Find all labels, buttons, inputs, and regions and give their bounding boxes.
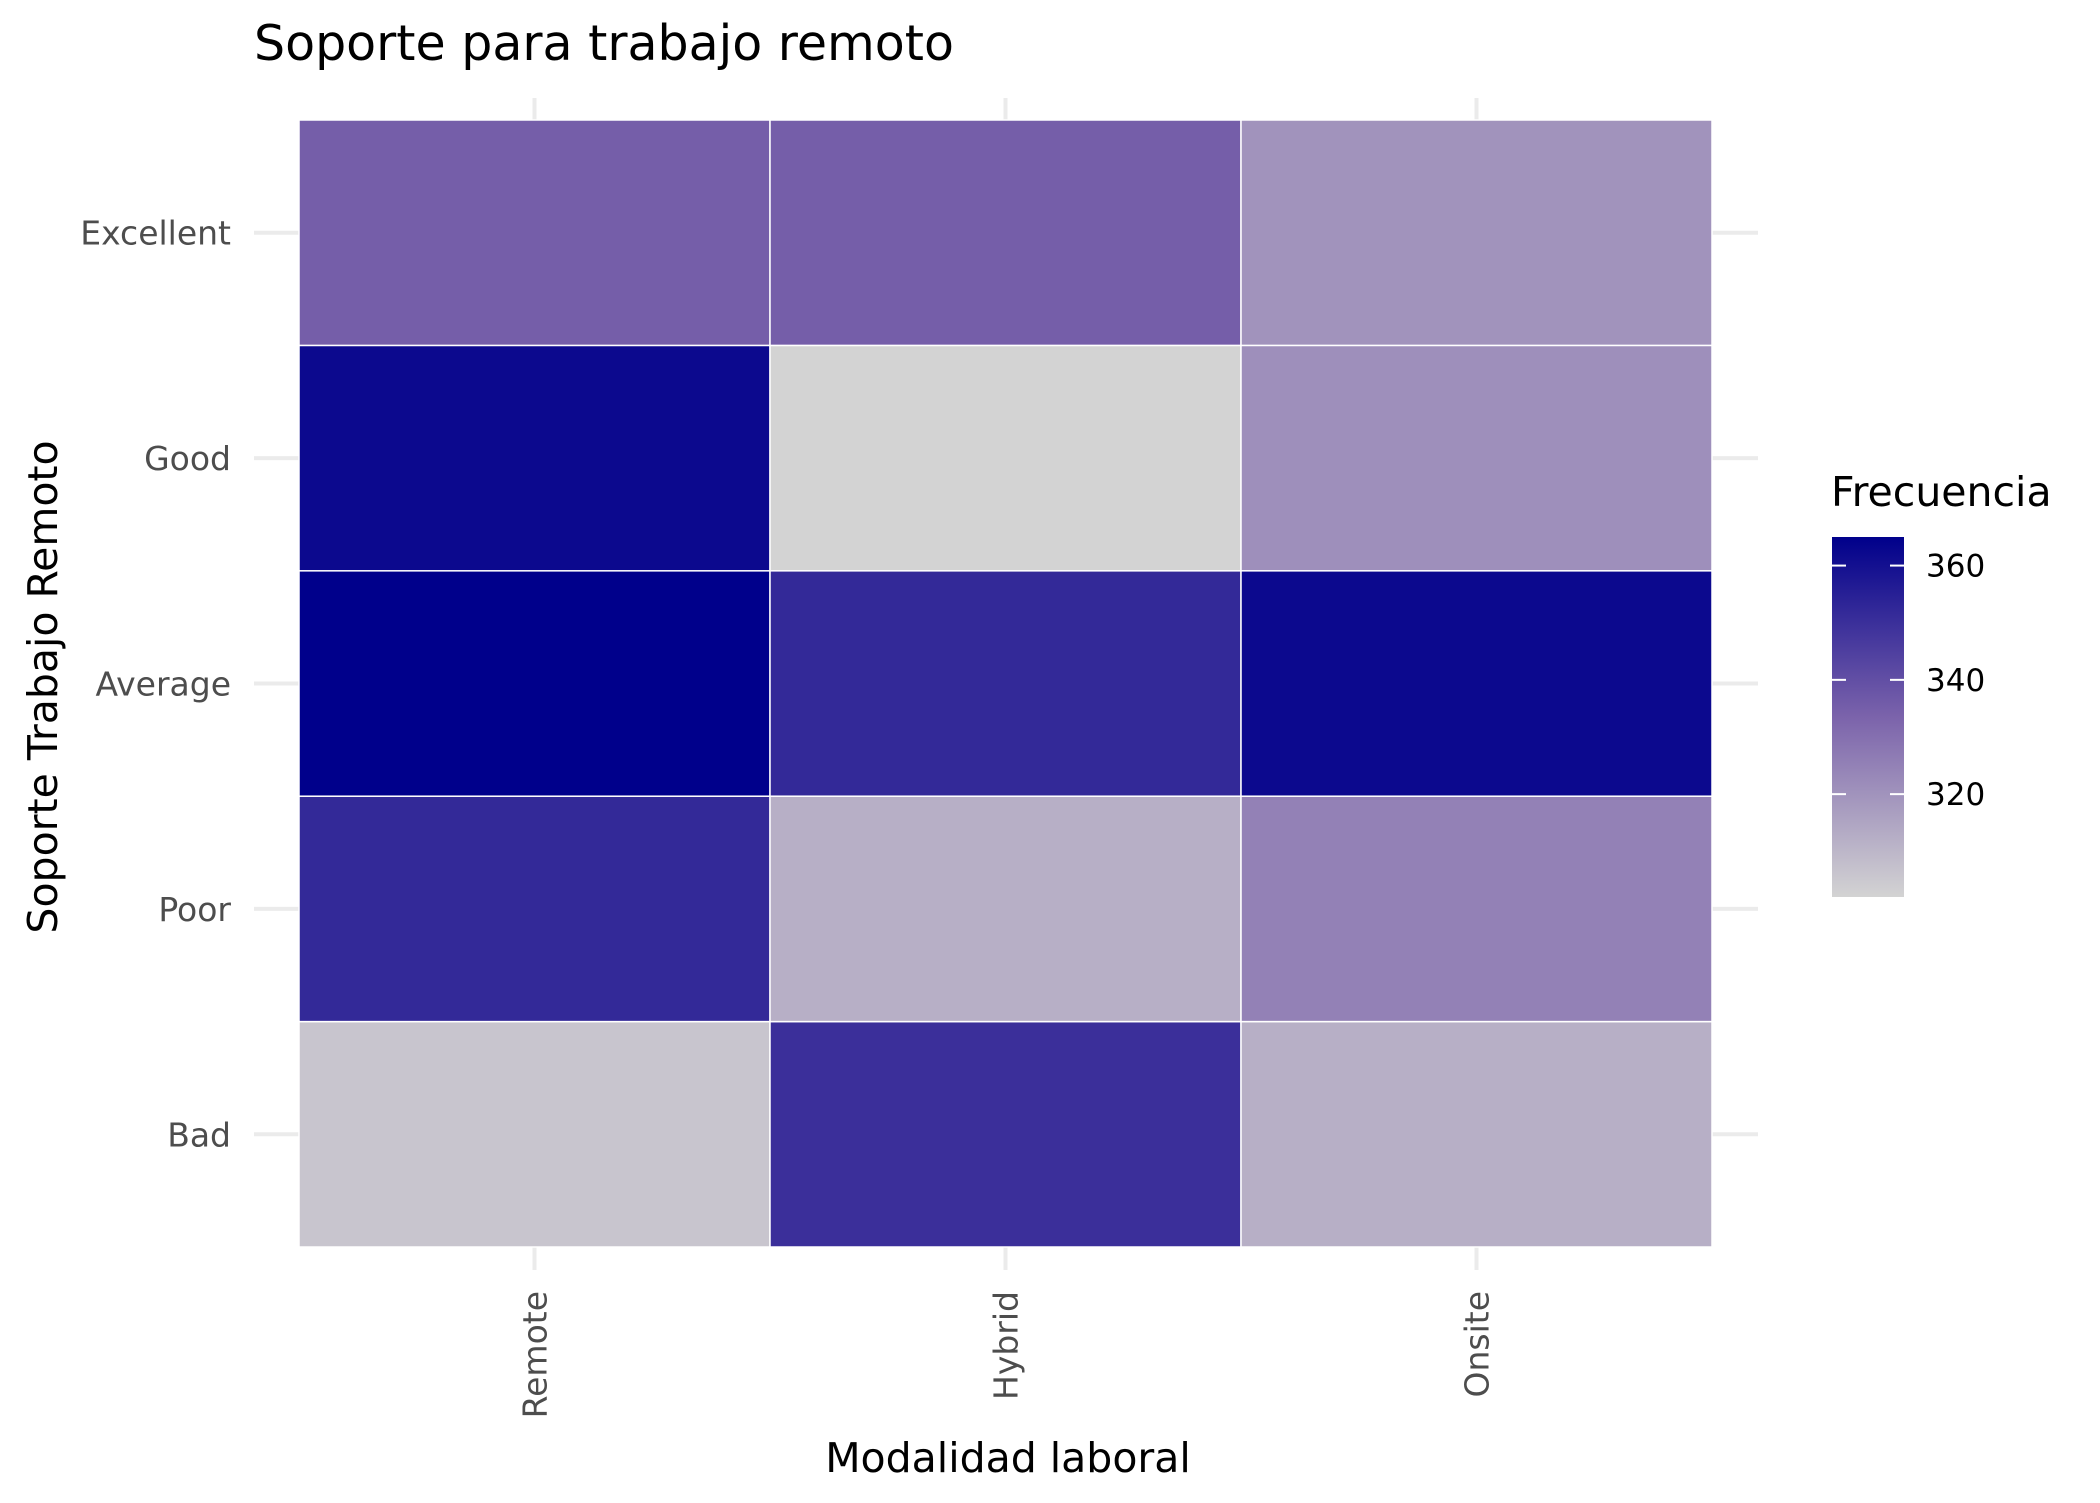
x-axis-title: Modalidad laboral [825, 1434, 1191, 1482]
heatmap-cell-hybrid-average [769, 570, 1242, 797]
heatmap-cell-onsite-good [1240, 344, 1713, 572]
y-tick-label: Poor [158, 890, 231, 929]
x-axis-tick-labels: Remote Hybrid Onsite [516, 1291, 1497, 1418]
legend-tick-label: 340 [1926, 663, 1985, 699]
heatmap-cell-hybrid-excellent [769, 119, 1242, 347]
heatmap-cell-remote-bad [298, 1020, 771, 1248]
legend-ticks: 320 340 360 [1832, 549, 1985, 813]
legend-tick-label: 320 [1926, 777, 1985, 813]
heatmap-cell-onsite-poor [1240, 795, 1713, 1023]
color-legend: Frecuencia 320 340 360 [1831, 468, 2052, 897]
heatmap-cell-onsite-bad [1240, 1020, 1713, 1248]
y-tick-label: Excellent [80, 214, 231, 253]
y-tick-label: Average [95, 665, 231, 704]
x-tick-label: Hybrid [987, 1291, 1026, 1400]
heatmap-cell-remote-average [298, 570, 771, 797]
heatmap-cell-hybrid-bad [769, 1020, 1242, 1248]
heatmap-cell-hybrid-poor [769, 795, 1242, 1023]
y-axis-title: Soporte Trabajo Remoto [19, 440, 67, 933]
heatmap-cells [298, 119, 1713, 1248]
heatmap-cell-remote-excellent [298, 119, 771, 347]
heatmap-cell-hybrid-good [769, 344, 1242, 572]
heatmap-cell-remote-poor [298, 795, 771, 1023]
heatmap-cell-onsite-excellent [1240, 119, 1713, 347]
y-axis-tick-labels: Bad Poor Average Good Excellent [80, 214, 231, 1155]
heatmap-cell-onsite-average [1240, 570, 1713, 797]
legend-color-bar [1832, 537, 1904, 897]
legend-tick-label: 360 [1926, 549, 1985, 585]
legend-title: Frecuencia [1831, 468, 2052, 516]
x-tick-label: Remote [516, 1291, 555, 1418]
heatmap-cell-remote-good [298, 344, 771, 572]
y-tick-label: Bad [167, 1115, 231, 1154]
x-tick-label: Onsite [1458, 1291, 1497, 1398]
chart-title: Soporte para trabajo remoto [254, 15, 954, 72]
y-tick-label: Good [144, 439, 231, 478]
